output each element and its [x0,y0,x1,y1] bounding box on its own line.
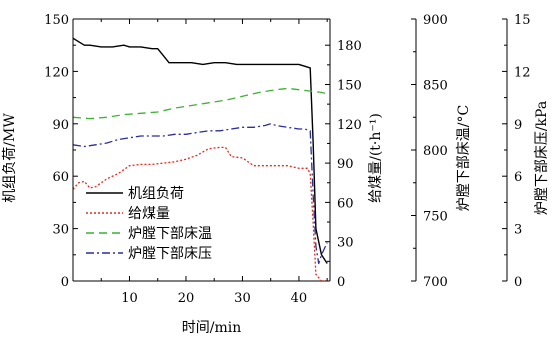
y-tick-label-load: 150 [44,13,69,28]
y-tick-label-load: 120 [44,65,69,80]
y-axis-label-coal: 给煤量/(t·h⁻¹) [368,113,384,203]
y-tick-label-coal: 120 [337,118,362,133]
legend-label-temp: 炉膛下部床温 [128,226,212,242]
legend-label-coal: 给煤量 [128,206,170,222]
y-tick-label-load: 30 [52,223,69,238]
y-tick-label-press: 0 [514,275,522,290]
y-tick-label-press: 9 [514,118,522,133]
series-line-temp [73,87,328,120]
y-tick-label-coal: 180 [337,39,362,54]
y-axis-label-press: 炉膛下部床压/kPa [534,101,550,215]
y-tick-label-temp: 700 [423,275,448,290]
axes-group: 10 20 30 40时间/min0306090120150机组负荷/MW030609… [2,13,550,336]
x-tick-label: 10 [121,291,138,306]
y-tick-label-temp: 900 [423,13,448,28]
y-tick-label-press: 6 [514,170,522,185]
y-tick-label-coal: 90 [337,157,354,172]
y-tick-label-coal: 30 [337,236,354,251]
y-axis-label-temp: 炉膛下部床温/°C [456,105,472,211]
x-tick-label: 20 [178,291,195,306]
plot-frame-group [73,18,330,282]
x-tick-label: 30 [234,291,251,306]
legend-label-load: 机组负荷 [128,186,184,202]
y-tick-label-press: 3 [514,223,522,238]
x-tick-label: 40 [291,291,308,306]
series-line-load [73,37,328,264]
series-group [73,37,328,281]
y-tick-label-load: 60 [52,170,69,185]
x-axis-label: 时间/min [182,320,242,336]
y-tick-label-coal: 60 [337,196,354,211]
y-tick-label-load: 0 [61,275,69,290]
legend-label-press: 炉膛下部床压 [128,246,212,262]
y-axis-label-load: 机组负荷/MW [2,113,18,203]
y-tick-label-press: 12 [514,65,531,80]
y-tick-label-load: 90 [52,118,69,133]
y-tick-label-coal: 150 [337,79,362,94]
series-line-press [73,123,328,265]
y-tick-label-temp: 850 [423,79,448,94]
series-line-coal [73,146,328,281]
y-tick-label-temp: 750 [423,210,448,225]
y-tick-label-coal: 0 [337,275,345,290]
y-tick-label-press: 15 [514,13,531,28]
y-tick-label-temp: 800 [423,144,448,159]
